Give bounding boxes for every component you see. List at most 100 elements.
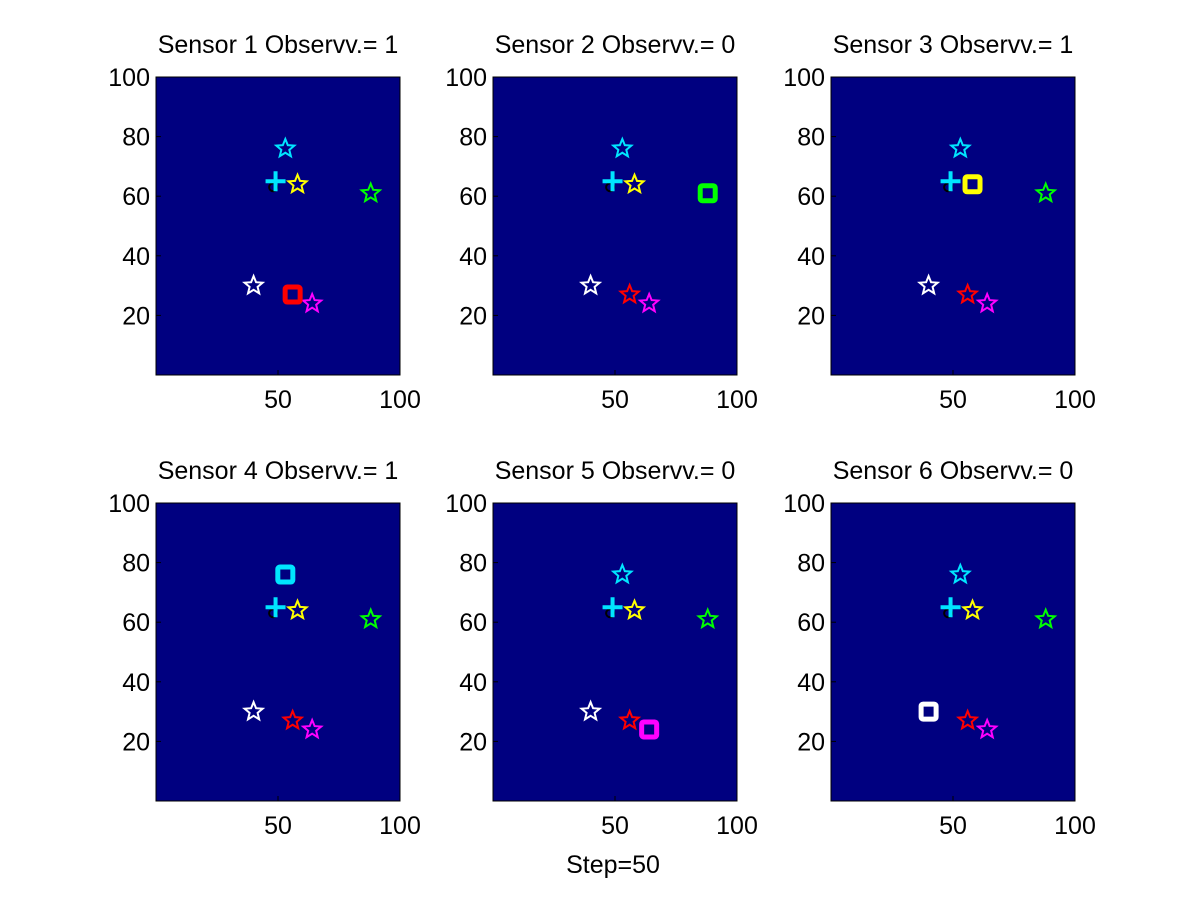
star-point-cyan [948, 562, 972, 585]
y-tick-label: 80 [797, 124, 825, 152]
star-point-yellow [960, 598, 985, 621]
subplot-4: Sensor 4 Observv.= 1 20 40 60 80 100 50 100 [108, 457, 421, 840]
star-point-red [618, 708, 642, 731]
star-point-white [242, 273, 266, 296]
star-point-white [917, 273, 941, 296]
y-tick-label: 60 [797, 183, 825, 211]
star-point-cyan [610, 562, 634, 585]
sensor-square-marker [275, 564, 296, 585]
subplot-title: Sensor 3 Observv.= 1 [833, 31, 1074, 59]
star-point-magenta [300, 717, 324, 740]
subplot-title: Sensor 6 Observv.= 0 [833, 457, 1074, 485]
star-point-yellow [285, 598, 310, 621]
y-tick-label: 80 [459, 124, 487, 152]
plot-area [155, 502, 401, 802]
figure-xlabel: Step=50 [566, 851, 660, 879]
y-tick-label: 100 [783, 490, 825, 518]
star-point-magenta [637, 291, 661, 314]
y-tick-label: 20 [797, 728, 825, 756]
y-tick-label: 100 [445, 64, 487, 92]
x-tick-label: 100 [1054, 812, 1096, 840]
target-plus-marker [602, 171, 623, 192]
y-tick-label: 80 [122, 550, 150, 578]
plot-area [155, 76, 401, 376]
y-tick-label: 40 [459, 669, 487, 697]
subplot-2: Sensor 2 Observv.= 0 20 40 60 80 100 50 100 [445, 31, 758, 414]
star-point-green [359, 607, 383, 630]
star-point-green [1034, 607, 1058, 630]
star-point-red [956, 708, 980, 731]
sensor-square-marker [639, 719, 660, 740]
star-point-red [956, 282, 980, 305]
target-plus-marker [265, 597, 286, 618]
subplot-title: Sensor 4 Observv.= 1 [158, 457, 399, 485]
subplot-title: Sensor 5 Observv.= 0 [495, 457, 736, 485]
y-tick-label: 40 [122, 243, 150, 271]
subplot-5: Sensor 5 Observv.= 0 20 40 60 80 100 50 100 [445, 457, 758, 840]
star-point-green [1034, 181, 1058, 204]
star-point-cyan [610, 136, 634, 159]
sensor-square-marker [697, 183, 718, 204]
star-point-magenta [975, 717, 999, 740]
x-tick-label: 50 [601, 386, 629, 414]
y-tick-label: 40 [797, 243, 825, 271]
star-point-yellow [285, 172, 310, 195]
subplot-1: Sensor 1 Observv.= 1 20 40 60 80 100 50 100 [108, 31, 421, 414]
y-tick-label: 80 [797, 550, 825, 578]
star-point-yellow [622, 172, 647, 195]
y-tick-label: 100 [783, 64, 825, 92]
subplot-3: Sensor 3 Observv.= 1 20 40 60 80 100 50 100 [783, 31, 1096, 414]
star-point-green [359, 181, 383, 204]
x-tick-label: 100 [379, 386, 421, 414]
target-plus-marker [940, 171, 961, 192]
y-tick-label: 20 [122, 728, 150, 756]
y-tick-label: 60 [122, 609, 150, 637]
y-tick-label: 100 [108, 64, 150, 92]
x-tick-label: 100 [379, 812, 421, 840]
target-plus-marker [940, 597, 961, 618]
target-plus-marker [602, 597, 623, 618]
x-tick-label: 50 [939, 812, 967, 840]
sensor-square-marker [962, 174, 983, 195]
star-point-red [281, 708, 305, 731]
x-tick-label: 50 [264, 386, 292, 414]
star-point-yellow [622, 598, 647, 621]
star-point-cyan [948, 136, 972, 159]
star-point-cyan [273, 136, 297, 159]
y-tick-label: 80 [122, 124, 150, 152]
star-point-white [579, 699, 603, 722]
y-tick-label: 60 [797, 609, 825, 637]
y-tick-label: 40 [797, 669, 825, 697]
y-tick-label: 40 [459, 243, 487, 271]
y-tick-label: 40 [122, 669, 150, 697]
target-plus-marker [265, 171, 286, 192]
y-tick-label: 60 [122, 183, 150, 211]
star-point-white [579, 273, 603, 296]
plot-area [830, 502, 1076, 802]
x-tick-label: 50 [601, 812, 629, 840]
star-point-magenta [300, 291, 324, 314]
y-tick-label: 100 [445, 490, 487, 518]
x-tick-label: 50 [264, 812, 292, 840]
star-point-magenta [975, 291, 999, 314]
sensor-square-marker [918, 701, 939, 722]
plot-area [492, 502, 738, 802]
y-tick-label: 80 [459, 550, 487, 578]
sensor-square-marker [282, 284, 303, 305]
x-tick-label: 100 [716, 386, 758, 414]
y-tick-label: 20 [459, 302, 487, 330]
y-tick-label: 100 [108, 490, 150, 518]
subplot-title: Sensor 1 Observv.= 1 [158, 31, 399, 59]
plot-area [492, 76, 738, 376]
y-tick-label: 20 [797, 302, 825, 330]
star-point-white [242, 699, 266, 722]
y-tick-label: 60 [459, 609, 487, 637]
x-tick-label: 50 [939, 386, 967, 414]
y-tick-label: 20 [122, 302, 150, 330]
y-tick-label: 20 [459, 728, 487, 756]
y-tick-label: 60 [459, 183, 487, 211]
plot-area [830, 76, 1076, 376]
star-point-red [618, 282, 642, 305]
